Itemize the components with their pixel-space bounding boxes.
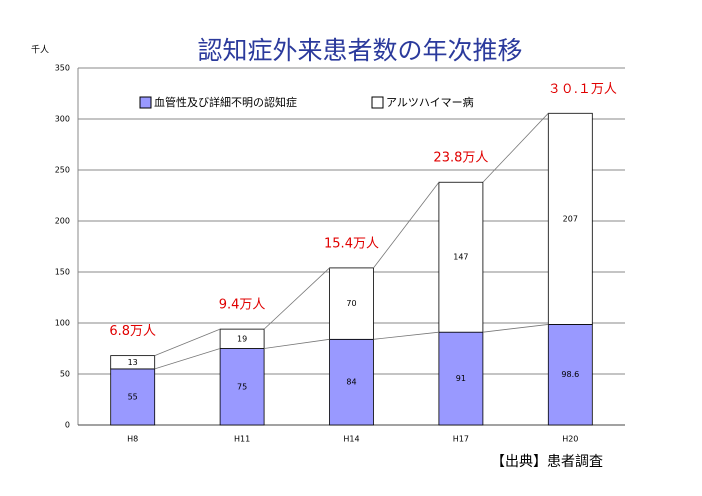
connector-line: [482, 113, 549, 183]
y-tick-label: 350: [55, 64, 70, 73]
value-label: 75: [237, 382, 247, 391]
bar-segment: [547, 324, 593, 426]
connector-line: [482, 324, 549, 333]
bar-segment: [547, 112, 593, 325]
total-annotation: ３０.１万人: [548, 82, 617, 97]
total-annotation: 6.8万人: [109, 324, 156, 339]
y-tick-label: 300: [55, 115, 70, 124]
x-tick-label: H8: [127, 435, 138, 444]
connector-line: [373, 331, 439, 340]
value-label: 13: [128, 358, 138, 367]
y-unit: 千人: [31, 45, 49, 56]
legend-label: 血管性及び詳細不明の認知症: [154, 95, 297, 109]
value-label: 98.6: [561, 370, 579, 379]
connector-line: [264, 338, 330, 349]
total-annotation: 9.4万人: [219, 298, 266, 313]
bar-segment: [110, 355, 156, 370]
total-annotation: 23.8万人: [433, 151, 488, 166]
bar-segment: [438, 331, 484, 426]
bar-segment: [329, 267, 374, 340]
y-tick-label: 50: [60, 370, 70, 379]
legend-swatch: [371, 96, 384, 109]
x-tick-label: H14: [343, 435, 359, 444]
bar-segment: [329, 338, 374, 426]
source: 【出典】患者調査: [491, 454, 603, 470]
legend-swatch: [139, 96, 152, 109]
connector-line: [154, 348, 221, 370]
x-tick-label: H11: [234, 435, 250, 444]
connector-line: [373, 181, 440, 269]
value-label: 91: [456, 374, 466, 383]
value-label: 84: [346, 378, 356, 387]
y-tick-label: 0: [65, 421, 70, 430]
bar-segment: [438, 181, 484, 333]
legend-label: アルツハイマー病: [386, 95, 474, 109]
bar-segment: [219, 348, 265, 426]
connector-line: [154, 328, 221, 357]
bar-segment: [219, 328, 265, 349]
y-tick-label: 250: [55, 166, 70, 175]
y-tick-label: 200: [55, 217, 70, 226]
x-tick-label: H20: [562, 435, 578, 444]
value-label: 147: [453, 253, 468, 262]
total-annotation: 15.4万人: [324, 236, 379, 251]
value-label: 55: [128, 392, 138, 401]
y-tick-label: 150: [55, 268, 70, 277]
value-label: 207: [563, 214, 578, 223]
x-tick-label: H17: [453, 435, 469, 444]
chart-title: 認知症外来患者数の年次推移: [197, 36, 522, 65]
y-tick-label: 100: [55, 319, 70, 328]
value-label: 19: [237, 334, 247, 343]
value-label: 70: [346, 299, 356, 308]
connector-line: [263, 267, 330, 330]
